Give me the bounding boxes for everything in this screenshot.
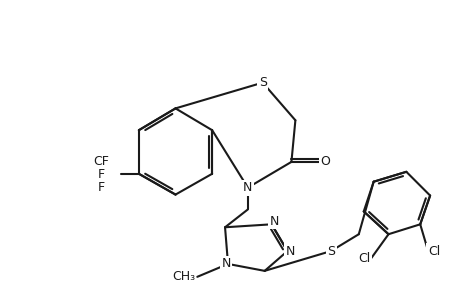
Text: S: S xyxy=(258,76,266,89)
Text: F: F xyxy=(97,181,105,194)
Text: CH₃: CH₃ xyxy=(172,270,195,283)
Text: N: N xyxy=(285,244,295,258)
Text: F: F xyxy=(97,168,105,181)
Text: O: O xyxy=(319,155,329,168)
Text: Cl: Cl xyxy=(427,244,439,258)
Text: S: S xyxy=(326,244,334,258)
Text: N: N xyxy=(243,181,252,194)
Text: N: N xyxy=(221,257,230,270)
Text: N: N xyxy=(269,215,279,228)
Text: Cl: Cl xyxy=(358,253,370,266)
Text: CF: CF xyxy=(93,155,109,168)
